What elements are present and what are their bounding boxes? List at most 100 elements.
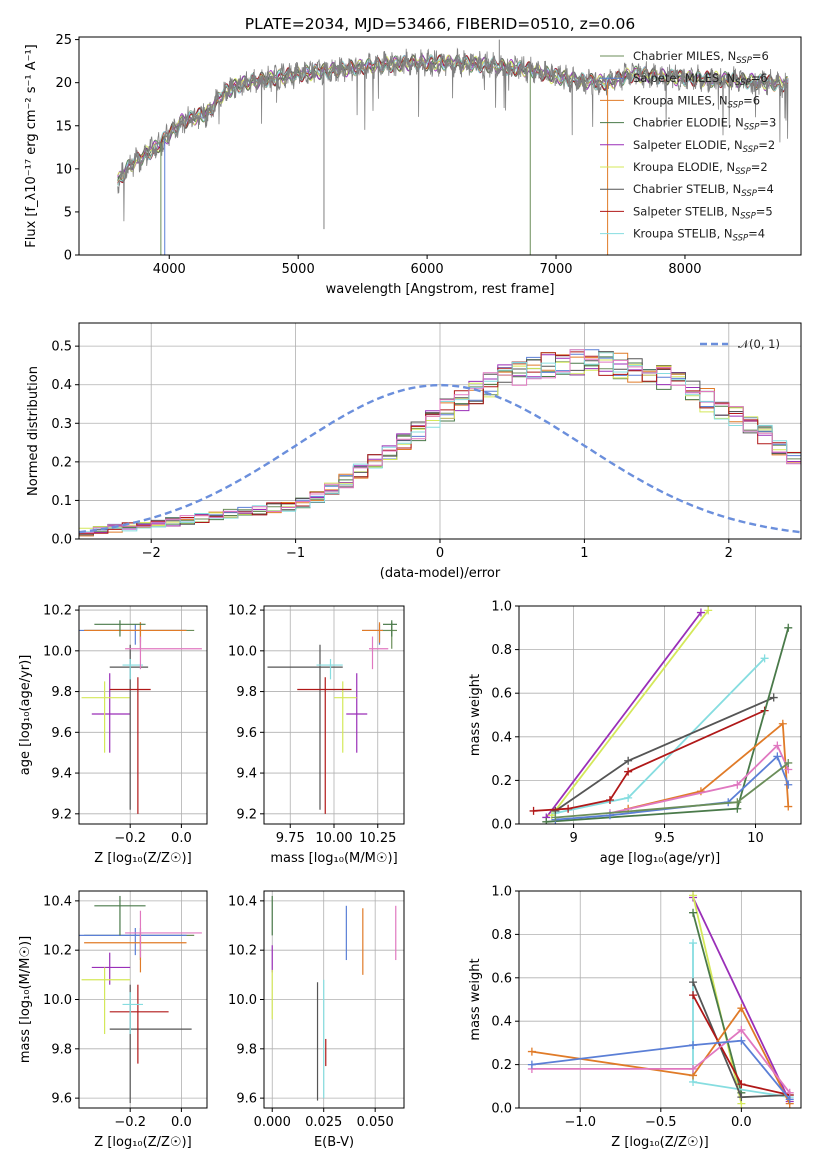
x-tick-label: 8000 <box>668 262 701 277</box>
data-point-errorbar <box>109 984 169 1064</box>
plus-marker <box>529 806 538 815</box>
plus-marker <box>689 978 698 987</box>
x-tick-label: 1 <box>580 546 588 561</box>
plus-marker <box>689 891 698 900</box>
x-tick-label: 0.025 <box>305 1115 342 1130</box>
x-axis-label: mass [log₁₀(M/M☉)] <box>270 851 397 866</box>
x-tick-label: 4000 <box>153 262 186 277</box>
plot-area <box>527 891 794 1108</box>
y-axis-label: Normed distribution <box>26 366 41 496</box>
legend-name: Salpeter STELIB, N <box>633 204 740 218</box>
y-tick-label: 0.4 <box>491 1015 512 1030</box>
mass-weight-series <box>531 1028 791 1094</box>
mass-weight-vs-metallicity-panel: −1.0 −0.5 0.0 0.0 0.2 0.4 0.6 0.8 1.0 Z [log₁₀(Z/… <box>468 885 802 1150</box>
y-tick-label: 0.2 <box>491 1058 512 1073</box>
plus-marker <box>542 817 551 824</box>
plus-marker <box>778 719 787 728</box>
y-tick-label: 10.0 <box>228 644 257 659</box>
y-tick-label: 9.2 <box>51 807 72 822</box>
x-axis-label: Z [log₁₀(Z/Z☉)] <box>611 1135 708 1150</box>
plus-marker <box>551 813 560 822</box>
legend-name: Kroupa STELIB, N <box>633 227 733 241</box>
histogram-series <box>79 356 801 534</box>
y-tick-label: 0.1 <box>51 494 72 509</box>
plus-marker <box>689 1041 698 1050</box>
mass-weight-series <box>609 743 790 814</box>
data-point-errorbar <box>334 681 357 753</box>
data-point-errorbar <box>316 658 343 680</box>
plus-marker <box>624 767 633 776</box>
x-axis-label: Z [log₁₀(Z/Z☉)] <box>94 1135 191 1150</box>
y-tick-label: 0.8 <box>491 643 512 658</box>
chart-title: PLATE=2034, MJD=53466, FIBERID=0510, z=0… <box>245 15 635 33</box>
legend-label: Kroupa ELODIE, NSSP=2 <box>633 160 768 177</box>
mass-weight-series <box>550 609 709 816</box>
x-axis-label: (data-model)/error <box>380 566 501 581</box>
age-vs-mass-panel: 9.75 10.00 10.25 9.2 9.4 9.6 9.8 10.0 10.2 mass [… <box>228 604 405 866</box>
plus-marker <box>696 787 705 796</box>
y-tick-label: 1.0 <box>491 600 512 615</box>
data-point-errorbar <box>109 984 192 1104</box>
x-tick-label: −0.2 <box>114 1115 146 1130</box>
x-tick-label: 2 <box>725 546 733 561</box>
y-axis-label: age [log₁₀(age/yr)] <box>18 655 33 776</box>
data-point-errorbar <box>81 967 131 1035</box>
legend-count: =6 <box>751 71 768 85</box>
histogram-series <box>79 351 801 537</box>
y-tick-label: 0.2 <box>491 774 512 789</box>
x-tick-label: −1.0 <box>564 1115 596 1130</box>
y-tick-label: 0.5 <box>51 340 72 355</box>
x-tick-label: 0.050 <box>357 1115 394 1130</box>
plus-marker <box>737 1080 746 1089</box>
data-point-errorbar <box>79 624 187 645</box>
legend-subscript: SSP <box>733 234 749 244</box>
plus-marker <box>773 752 782 761</box>
data-point-errorbar <box>79 927 187 956</box>
plus-marker <box>737 1036 746 1045</box>
plus-marker <box>624 793 633 802</box>
axes-frame <box>78 605 208 825</box>
y-tick-label: 0.3 <box>51 417 72 432</box>
y-tick-label: 10.0 <box>43 993 72 1008</box>
histogram-series <box>79 349 801 537</box>
axes-frame <box>78 36 802 256</box>
x-axis-label: age [log₁₀(age/yr)] <box>600 851 721 866</box>
data-point-errorbar <box>94 620 146 637</box>
plus-marker <box>737 1025 746 1034</box>
mass-weight-series <box>692 897 791 1102</box>
plus-marker <box>737 1004 746 1013</box>
x-tick-label: 0.0 <box>171 831 192 846</box>
x-tick-label: 0 <box>436 546 444 561</box>
legend-subscript: SSP <box>740 211 756 221</box>
plot-area <box>267 620 397 814</box>
y-tick-label: 10.4 <box>43 894 72 909</box>
plot-area <box>117 39 789 255</box>
x-tick-label: 0.000 <box>254 1115 291 1130</box>
y-tick-label: 9.6 <box>51 1092 72 1107</box>
legend-label: Salpeter MILES, NSSP=6 <box>633 71 768 88</box>
legend-name: Chabrier ELODIE, N <box>633 116 744 130</box>
data-point-errorbar <box>109 644 149 810</box>
axes-frame <box>263 605 405 825</box>
y-tick-label: 10 <box>55 162 72 177</box>
data-point-errorbar <box>125 636 202 670</box>
legend-label: 𝒩(0, 1) <box>738 337 780 351</box>
plus-marker <box>689 908 698 917</box>
spectrum-panel: 4000 5000 6000 7000 8000 0 5 10 15 20 25 wavelength… <box>24 15 802 297</box>
y-tick-label: 9.8 <box>236 685 257 700</box>
x-tick-label: −0.5 <box>645 1115 677 1130</box>
mass-weight-series <box>692 912 743 1094</box>
legend-label: Chabrier STELIB, NSSP=4 <box>633 182 774 199</box>
x-tick-label: 6000 <box>411 262 444 277</box>
residual-histogram-panel: −2 −1 0 1 2 0.0 0.1 0.2 0.3 0.4 0.5 (data-model)/er… <box>26 322 802 581</box>
histogram-series <box>79 349 801 533</box>
legend-label: Salpeter ELODIE, NSSP=2 <box>633 138 775 155</box>
legend-name: Chabrier STELIB, N <box>633 182 741 196</box>
legend-name: Salpeter MILES, N <box>633 71 735 85</box>
plus-marker <box>784 758 793 767</box>
y-tick-label: 9.6 <box>236 1092 257 1107</box>
histogram-series <box>79 351 801 535</box>
data-point-errorbar <box>381 622 397 649</box>
plot-area <box>529 606 793 824</box>
x-tick-label: −0.2 <box>114 831 146 846</box>
